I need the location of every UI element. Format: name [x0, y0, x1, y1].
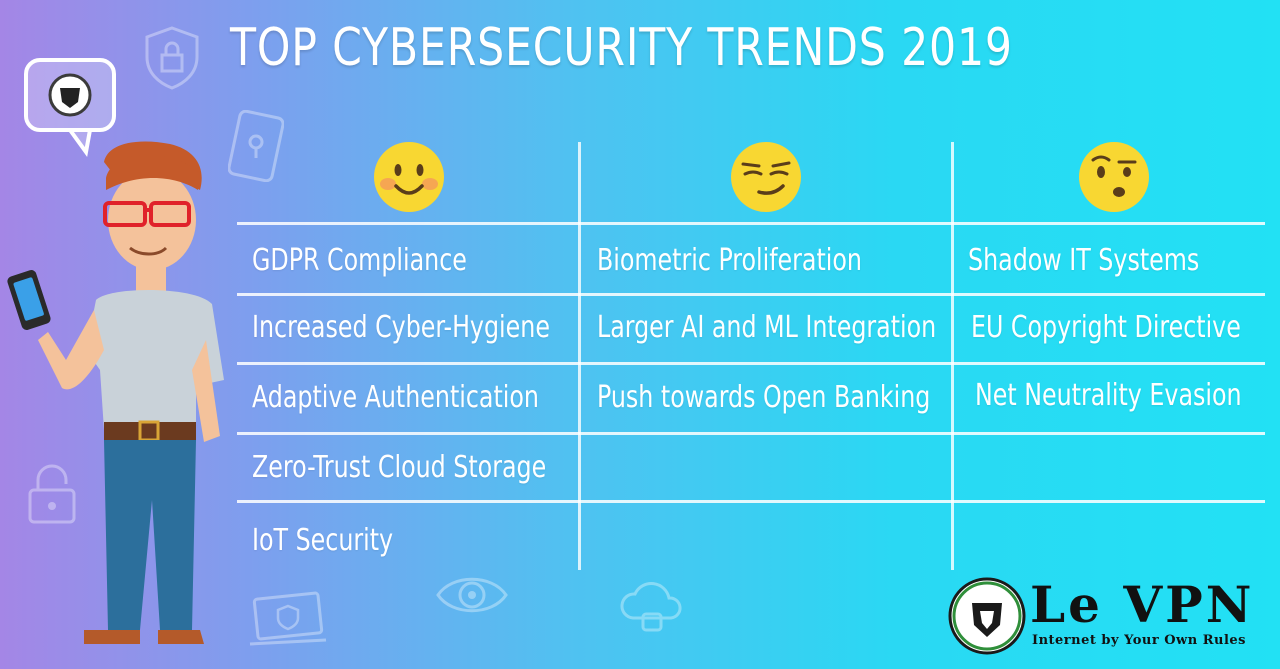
- le-vpn-emblem-icon: [948, 577, 1026, 655]
- speech-bubble-icon: [24, 58, 116, 157]
- happy-face-icon: [374, 142, 444, 212]
- column-divider: [578, 142, 581, 570]
- trend-item: Increased Cyber-Hygiene: [252, 310, 550, 345]
- page-title: TOP CYBERSECURITY TRENDS 2019: [230, 18, 1013, 78]
- trend-item: Shadow IT Systems: [968, 243, 1200, 278]
- trend-item: Push towards Open Banking: [597, 380, 931, 415]
- padlock-icon: [28, 464, 76, 524]
- trend-item: Biometric Proliferation: [597, 243, 862, 278]
- man-with-phone-illustration: [7, 58, 224, 644]
- laptop-shield-icon: [249, 591, 327, 646]
- phone-lock-icon: [228, 110, 284, 182]
- trend-item: Net Neutrality Evasion: [975, 378, 1242, 413]
- row-divider: [237, 500, 1265, 503]
- eye-gear-icon: [436, 577, 508, 613]
- row-divider: [237, 362, 1265, 365]
- skeptical-face-icon: [1079, 142, 1149, 212]
- trend-item: EU Copyright Directive: [971, 310, 1241, 345]
- smirking-face-icon: [731, 142, 801, 212]
- row-divider: [237, 293, 1265, 296]
- brand-logo: Le VPN Internet by Your Own Rules: [948, 575, 1268, 660]
- row-divider: [237, 222, 1265, 225]
- shield-lock-icon: [145, 26, 199, 90]
- brand-name: Le VPN: [1030, 575, 1255, 634]
- trend-item: IoT Security: [252, 523, 394, 558]
- column-divider: [951, 142, 954, 570]
- trend-item: Zero-Trust Cloud Storage: [252, 450, 547, 485]
- trend-item: Larger AI and ML Integration: [597, 310, 937, 345]
- brand-tagline: Internet by Your Own Rules: [1032, 633, 1247, 648]
- trend-item: GDPR Compliance: [252, 243, 467, 278]
- row-divider: [237, 432, 1265, 435]
- cloud-lock-icon: [620, 582, 682, 632]
- trend-item: Adaptive Authentication: [252, 380, 539, 415]
